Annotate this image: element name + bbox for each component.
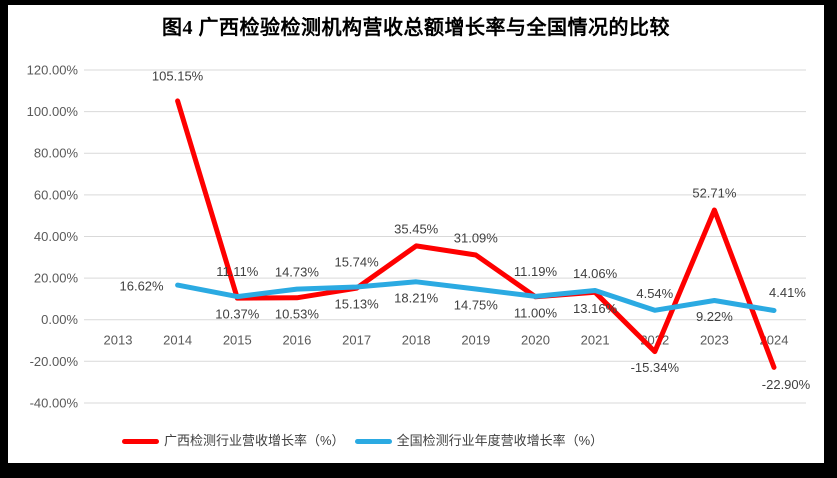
- series-data-labels-1: 16.62% 11.11% 14.73% 15.74% 18.21% 14.75% 11.1…: [120, 255, 807, 325]
- svg-text:2018: 2018: [402, 333, 431, 348]
- svg-text:11.11%: 11.11%: [216, 264, 259, 279]
- svg-text:2017: 2017: [342, 333, 371, 348]
- legend-item-national: 全国检测行业年度营收增长率（%）: [354, 431, 604, 451]
- svg-text:9.22%: 9.22%: [696, 309, 733, 324]
- svg-text:11.00%: 11.00%: [514, 305, 558, 320]
- svg-text:-15.34%: -15.34%: [631, 360, 680, 375]
- svg-text:2014: 2014: [163, 333, 192, 348]
- legend: 广西检测行业营收增长率（%） 全国检测行业年度营收增长率（%）: [122, 431, 613, 451]
- x-axis-labels: 2013 2014 2015 2016 2017 2018 2019 2020 2021 2022…: [104, 333, 789, 348]
- svg-text:2021: 2021: [581, 333, 610, 348]
- svg-text:52.71%: 52.71%: [692, 186, 737, 201]
- svg-text:16.62%: 16.62%: [120, 279, 165, 294]
- chart-title: 图4 广西检验检测机构营收总额增长率与全国情况的比较: [162, 17, 670, 39]
- svg-text:40.00%: 40.00%: [34, 229, 79, 244]
- legend-label-national: 全国检测行业年度营收增长率（%）: [396, 433, 604, 448]
- svg-text:10.53%: 10.53%: [275, 306, 320, 321]
- svg-text:60.00%: 60.00%: [34, 187, 79, 202]
- svg-text:31.09%: 31.09%: [454, 231, 499, 246]
- svg-text:15.74%: 15.74%: [335, 255, 380, 270]
- svg-text:4.41%: 4.41%: [769, 285, 806, 300]
- svg-text:35.45%: 35.45%: [394, 221, 439, 236]
- svg-text:105.15%: 105.15%: [152, 68, 204, 83]
- svg-text:20.00%: 20.00%: [34, 271, 79, 286]
- series-data-labels-0: 105.15% 10.37% 10.53% 15.13% 35.45% 31.09% 11.…: [152, 68, 811, 392]
- line-chart: 120.00% 100.00% 80.00% 60.00% 40.00% 20.00% 0.…: [27, 63, 811, 411]
- svg-text:14.75%: 14.75%: [454, 298, 499, 313]
- svg-text:120.00%: 120.00%: [27, 63, 79, 78]
- svg-text:13.16%: 13.16%: [573, 301, 618, 316]
- svg-text:-20.00%: -20.00%: [30, 354, 79, 369]
- series-line-0: [175, 98, 777, 370]
- svg-text:14.06%: 14.06%: [573, 266, 618, 281]
- svg-text:2015: 2015: [223, 333, 252, 348]
- svg-text:14.73%: 14.73%: [275, 265, 320, 280]
- svg-text:0.00%: 0.00%: [41, 312, 78, 327]
- svg-text:4.54%: 4.54%: [636, 286, 673, 301]
- chart-canvas: 图4 广西检验检测机构营收总额增长率与全国情况的比较 120.00% 100.00…: [8, 5, 824, 463]
- legend-label-guangxi: 广西检测行业营收增长率（%）: [164, 433, 345, 448]
- svg-text:2013: 2013: [104, 333, 133, 348]
- svg-text:80.00%: 80.00%: [34, 146, 79, 161]
- gridlines: [84, 69, 806, 404]
- svg-text:2020: 2020: [521, 333, 550, 348]
- svg-text:100.00%: 100.00%: [27, 104, 79, 119]
- svg-text:2023: 2023: [700, 333, 729, 348]
- y-axis-labels: 120.00% 100.00% 80.00% 60.00% 40.00% 20.00% 0.…: [27, 63, 79, 411]
- svg-text:-22.90%: -22.90%: [762, 377, 811, 392]
- svg-text:10.37%: 10.37%: [215, 307, 260, 322]
- svg-text:-40.00%: -40.00%: [30, 396, 79, 411]
- legend-swatch-red-line: [122, 438, 159, 444]
- svg-text:15.13%: 15.13%: [335, 297, 380, 312]
- legend-item-guangxi: 广西检测行业营收增长率（%）: [122, 431, 345, 451]
- svg-text:2016: 2016: [282, 333, 311, 348]
- series-line-1: [175, 279, 777, 313]
- svg-text:18.21%: 18.21%: [394, 290, 439, 305]
- svg-text:11.19%: 11.19%: [514, 264, 558, 279]
- legend-swatch-blue-line: [354, 438, 392, 444]
- svg-text:2019: 2019: [461, 333, 490, 348]
